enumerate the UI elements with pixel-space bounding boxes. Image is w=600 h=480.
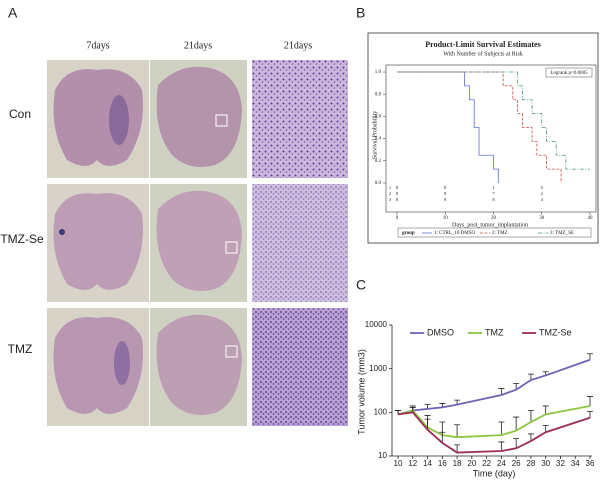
at-risk-count: 8 xyxy=(396,197,399,202)
x-tick-label: 32 xyxy=(556,459,565,468)
at-risk-count: 8 xyxy=(444,185,447,190)
at-risk-count: 4 xyxy=(541,197,544,202)
error-bar xyxy=(498,441,505,452)
x-axis-label: Days_post_tumor_implantation xyxy=(452,222,528,228)
y-tick-label: 1000 xyxy=(369,364,387,373)
plot-frame xyxy=(385,64,597,213)
y-tick-label: 10000 xyxy=(365,320,388,329)
row-label: TMZ-Se xyxy=(0,232,44,246)
x-tick-label: 14 xyxy=(423,459,432,468)
at-risk-count: 8 xyxy=(396,185,399,190)
x-tick-label: 30 xyxy=(539,216,545,221)
y-tick-label: 0.2 xyxy=(375,159,382,164)
error-bar xyxy=(439,431,446,443)
error-bar xyxy=(498,421,505,436)
at-risk-group: 2 xyxy=(389,191,391,196)
series-line xyxy=(397,358,591,416)
x-tick-label: 30 xyxy=(541,459,550,468)
error-bar xyxy=(587,396,593,406)
error-bar xyxy=(587,353,593,360)
error-bar xyxy=(513,438,520,449)
x-tick-label: 10 xyxy=(394,459,403,468)
x-tick-label: 40 xyxy=(588,216,594,221)
x-axis-label: Time (day) xyxy=(473,468,516,478)
column-label: 21days xyxy=(284,40,312,51)
legend-box xyxy=(397,227,592,238)
at-risk-count: 8 xyxy=(396,191,399,196)
x-tick-label: 36 xyxy=(586,459,595,468)
x-tick-label: 20 xyxy=(491,216,497,221)
error-bar xyxy=(542,425,549,433)
y-tick-label: 100 xyxy=(374,407,388,416)
legend-label: DMSO xyxy=(427,327,454,337)
at-risk-count: 1 xyxy=(492,185,494,190)
error-bar xyxy=(424,418,431,430)
y-tick-label: 1.0 xyxy=(375,70,382,75)
panel-label: C xyxy=(356,277,366,293)
y-tick-label: 10 xyxy=(378,451,387,460)
error-bar xyxy=(454,424,461,438)
x-tick-label: 22 xyxy=(482,459,491,468)
x-tick-label: 12 xyxy=(408,459,417,468)
chart-subtitle: With Number of Subjects at Risk xyxy=(443,50,523,57)
at-risk-count: 7 xyxy=(492,191,495,196)
at-risk-count: 8 xyxy=(492,197,495,202)
chart-title: Product-Limit Survival Estimates xyxy=(425,40,540,49)
x-tick-label: 18 xyxy=(453,459,462,468)
panel-label: B xyxy=(356,5,365,21)
survival-curve xyxy=(397,71,590,170)
at-risk-group: 1 xyxy=(389,185,391,190)
annotation: Logrank p=0.0005 xyxy=(550,71,588,76)
x-tick-label: 28 xyxy=(526,459,535,468)
legend-label: 3: TMZ_SE xyxy=(550,231,574,236)
x-tick-label: 0 xyxy=(396,216,399,221)
error-bar xyxy=(454,444,461,453)
at-risk-count: 2 xyxy=(541,191,543,196)
column-label: 7days xyxy=(86,40,109,51)
series-line xyxy=(397,405,591,439)
x-tick-label: 10 xyxy=(443,216,449,221)
y-tick-label: 0.8 xyxy=(375,92,382,97)
y-tick-label: 0.4 xyxy=(375,137,382,142)
legend-title: group xyxy=(402,231,415,236)
annotation-box xyxy=(545,67,593,78)
panel-label: A xyxy=(8,5,18,21)
error-bar xyxy=(527,410,534,423)
legend-label: TMZ-Se xyxy=(539,327,572,337)
at-risk-count: 8 xyxy=(444,191,447,196)
x-tick-label: 24 xyxy=(497,459,506,468)
error-bar xyxy=(513,416,520,431)
error-bar xyxy=(587,411,593,418)
at-risk-group: 3 xyxy=(389,197,392,202)
at-risk-count: 0 xyxy=(541,185,544,190)
y-tick-label: 0.0 xyxy=(375,181,382,186)
column-label: 21days xyxy=(184,40,212,51)
x-tick-label: 16 xyxy=(438,459,447,468)
error-bar xyxy=(527,433,534,442)
legend-label: TMZ xyxy=(485,327,504,337)
legend-label: 1: CTRL_10 DMSO xyxy=(434,231,476,236)
at-risk-count: 8 xyxy=(444,197,447,202)
y-axis-label: Survival Probability xyxy=(372,111,378,160)
error-bar xyxy=(542,405,549,415)
histology-grid xyxy=(47,60,348,426)
legend-label: 2: TMZ xyxy=(492,231,508,236)
x-tick-label: 26 xyxy=(512,459,521,468)
panel-frame xyxy=(367,32,599,244)
row-label: Con xyxy=(9,107,31,121)
error-bar xyxy=(498,388,505,395)
series-line xyxy=(397,411,591,454)
x-tick-label: 20 xyxy=(467,459,476,468)
row-label: TMZ xyxy=(8,342,33,356)
survival-curve xyxy=(397,71,499,183)
survival-curve xyxy=(397,71,562,183)
error-bar xyxy=(527,373,534,381)
x-tick-label: 34 xyxy=(571,459,580,468)
y-axis-label: Tumor volume (mm3) xyxy=(356,349,366,435)
y-tick-label: 0.6 xyxy=(375,115,382,120)
